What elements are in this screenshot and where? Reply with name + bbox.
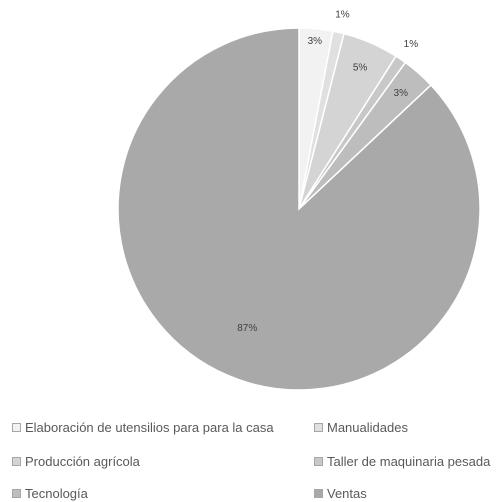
pie-slice-ventas <box>117 27 481 391</box>
legend-label: Producción agrícola <box>25 454 140 469</box>
legend-swatch <box>12 457 21 466</box>
legend-item-elaboracion: Elaboración de utensilios para para la c… <box>12 420 274 435</box>
pie-chart: 3% 1% 5% 1% 3% 87% <box>117 9 481 391</box>
data-label-tecnologia: 3% <box>394 88 409 99</box>
legend: Elaboración de utensilios para para la c… <box>0 420 500 502</box>
legend-label: Manualidades <box>327 420 408 435</box>
data-label-ventas: 87% <box>237 323 257 334</box>
data-label-taller: 1% <box>404 39 419 50</box>
legend-swatch <box>314 423 323 432</box>
legend-item-produccion: Producción agrícola <box>12 454 140 469</box>
legend-label: Taller de maquinaria pesada <box>327 454 491 469</box>
data-label-elaboracion: 3% <box>308 36 323 47</box>
legend-swatch <box>12 489 21 498</box>
legend-item-manualidades: Manualidades <box>314 420 408 435</box>
legend-label: Tecnología <box>25 486 88 501</box>
legend-item-ventas: Ventas <box>314 486 367 501</box>
legend-label: Ventas <box>327 486 367 501</box>
data-label-produccion: 5% <box>353 62 368 73</box>
legend-swatch <box>12 423 21 432</box>
legend-item-tecnologia: Tecnología <box>12 486 88 501</box>
legend-item-taller: Taller de maquinaria pesada <box>314 454 490 469</box>
legend-label: Elaboración de utensilios para para la c… <box>25 420 274 435</box>
legend-swatch <box>314 489 323 498</box>
data-label-manualidades: 1% <box>335 9 350 20</box>
legend-swatch <box>314 457 323 466</box>
